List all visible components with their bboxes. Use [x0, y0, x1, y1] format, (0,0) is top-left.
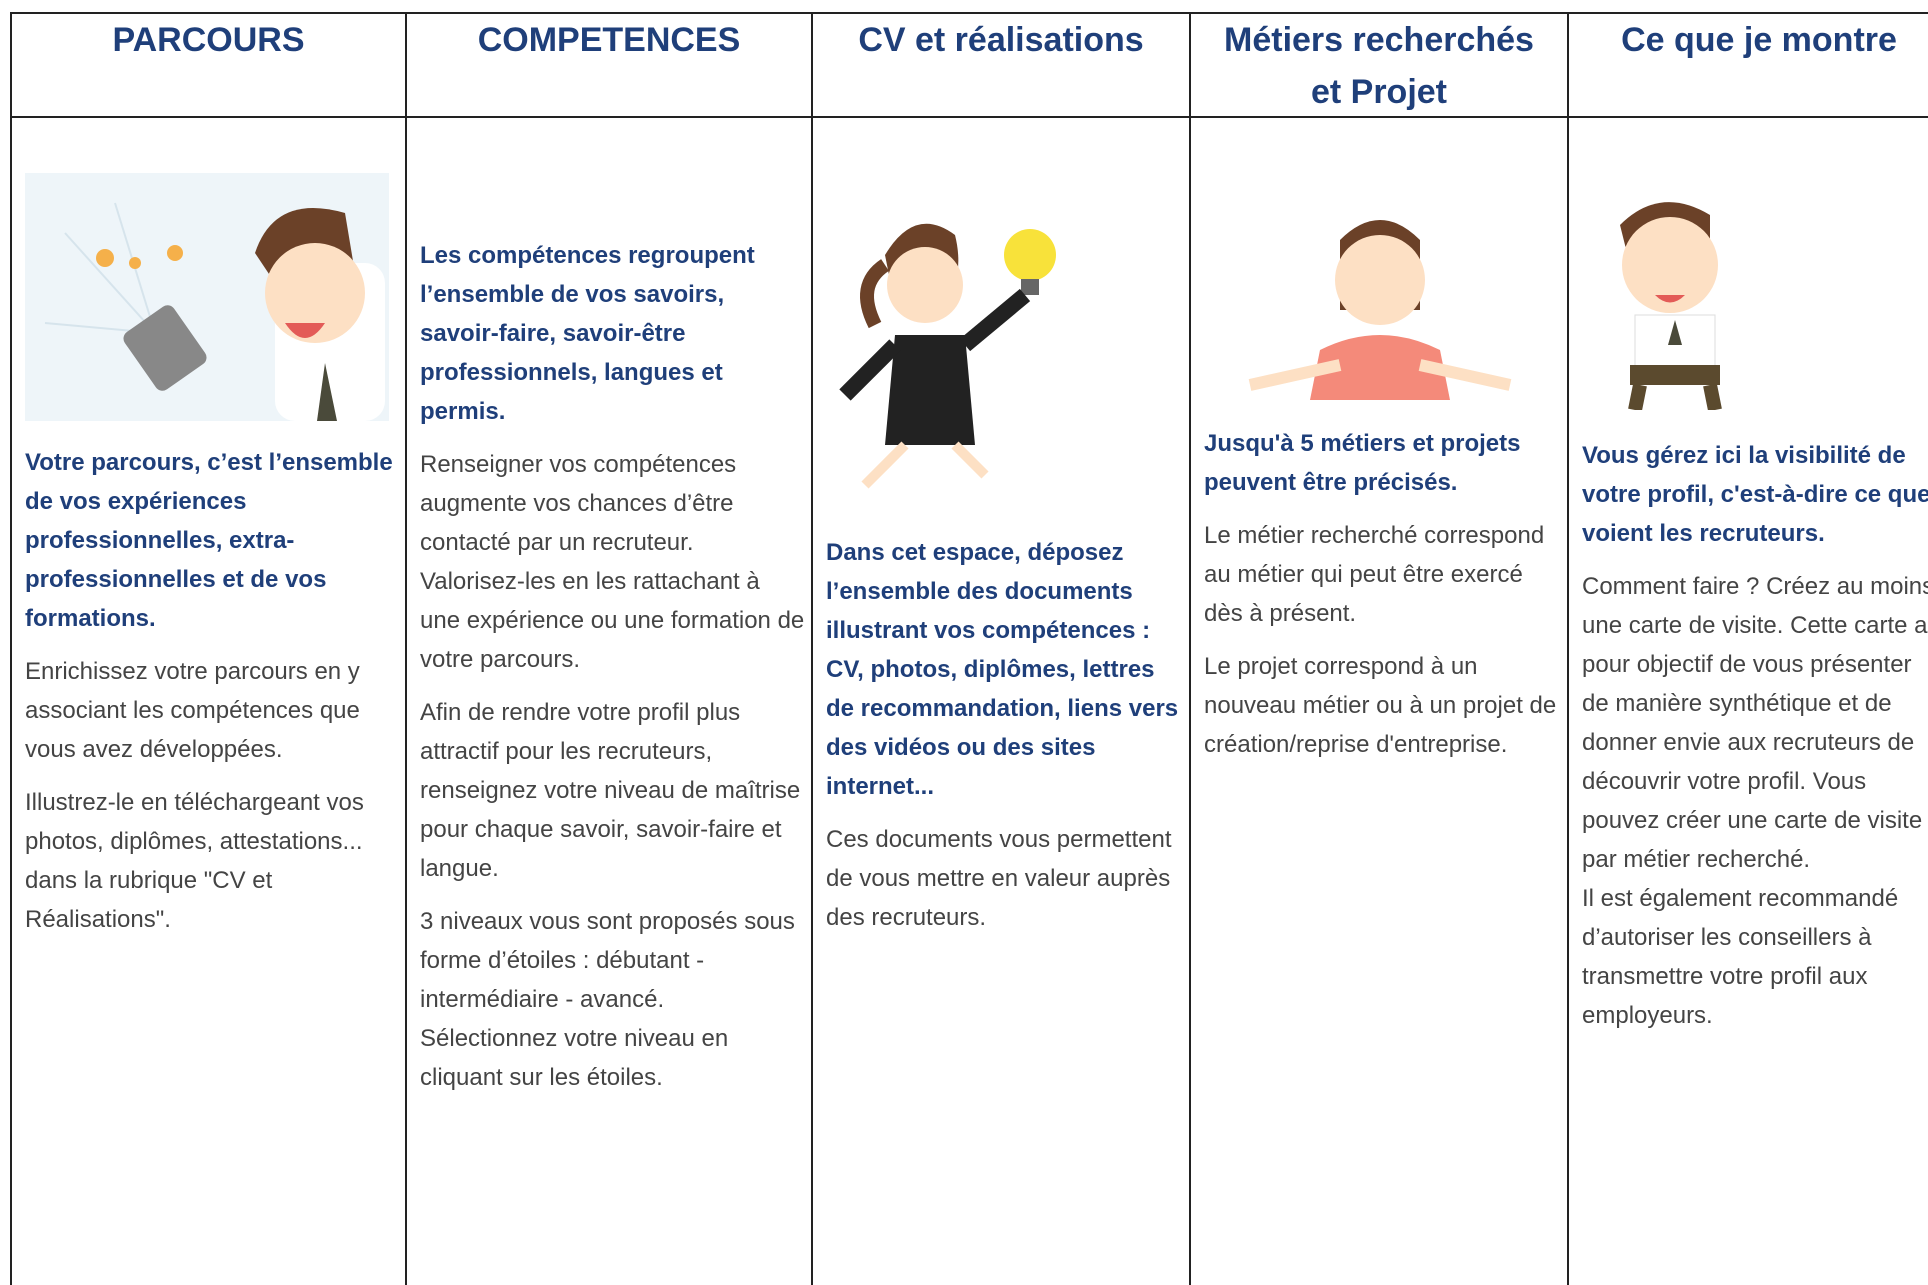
column-header: PARCOURS [112, 21, 305, 59]
column-body: Vous gérez ici la visibilité de votre pr… [1582, 436, 1928, 1035]
intro-text: Vous gérez ici la visibilité de votre pr… [1582, 442, 1928, 547]
paragraph: Le métier recherché correspond au métier… [1204, 522, 1545, 627]
column-body: Votre parcours, c’est l’ensemble de vos … [25, 443, 397, 953]
column-header: CV et réalisations [858, 21, 1144, 59]
column-body: Dans cet espace, déposez l’ensemble des … [826, 533, 1186, 951]
intro-text: Votre parcours, c’est l’ensemble de vos … [25, 449, 393, 632]
table-border [10, 12, 12, 1285]
illustration [1248, 220, 1512, 400]
paragraph: 3 niveaux vous sont proposés sous forme … [420, 908, 795, 1091]
intro-text: Jusqu'à 5 métiers et projets peuvent êtr… [1204, 430, 1521, 496]
column-body: Les compétences regroupent l’ensemble de… [420, 236, 805, 1111]
paragraph: Illustrez-le en téléchargeant vos photos… [25, 789, 364, 933]
paragraph: Le projet correspond à un nouveau métier… [1204, 653, 1557, 758]
paragraph: Enrichissez votre parcours en y associan… [25, 658, 360, 763]
table-border [405, 12, 407, 1285]
table-border [1567, 12, 1569, 1285]
illustration [839, 223, 1056, 489]
paragraph: Ces documents vous permettent de vous me… [826, 826, 1172, 931]
paragraph: Afin de rendre votre profil plus attract… [420, 699, 801, 882]
intro-text: Dans cet espace, déposez l’ensemble des … [826, 539, 1179, 800]
intro-text: Les compétences regroupent l’ensemble de… [420, 242, 755, 425]
paragraph: Il est également recommandé d’autoriser … [1582, 885, 1899, 1029]
table-border [10, 116, 1928, 118]
illustration [1620, 202, 1722, 410]
paragraph: Comment faire ? Créez au moins une carte… [1582, 573, 1928, 873]
paragraph: Renseigner vos compétences augmente vos … [420, 451, 805, 673]
column-header: Ce que je montre [1621, 21, 1897, 59]
illustration [25, 173, 389, 421]
column-header: COMPETENCES [477, 21, 741, 59]
table-border [10, 12, 1928, 14]
table-border [811, 12, 813, 1285]
table-border [1189, 12, 1191, 1285]
column-header: Métiers recherchés et Projet [1224, 21, 1534, 111]
column-body: Jusqu'à 5 métiers et projets peuvent êtr… [1204, 424, 1564, 778]
